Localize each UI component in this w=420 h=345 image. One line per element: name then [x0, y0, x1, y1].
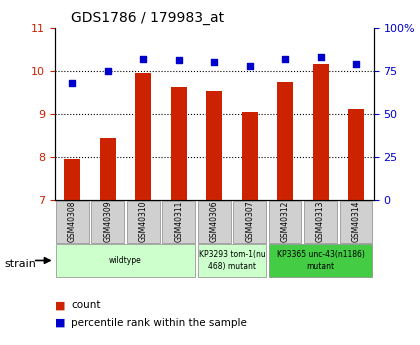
Text: strain: strain — [4, 259, 36, 269]
FancyBboxPatch shape — [56, 200, 89, 243]
FancyBboxPatch shape — [163, 200, 195, 243]
Point — [211, 59, 218, 65]
Point — [353, 61, 360, 67]
Bar — [100, 138, 116, 200]
Bar — [206, 91, 222, 200]
Text: GSM40312: GSM40312 — [281, 201, 290, 242]
Text: GSM40308: GSM40308 — [68, 201, 77, 243]
FancyBboxPatch shape — [92, 200, 124, 243]
Bar — [277, 81, 293, 200]
FancyBboxPatch shape — [234, 200, 266, 243]
Point — [317, 54, 324, 60]
Text: GDS1786 / 179983_at: GDS1786 / 179983_at — [71, 11, 224, 25]
Text: GSM40311: GSM40311 — [174, 201, 183, 242]
FancyBboxPatch shape — [269, 244, 373, 277]
Bar — [312, 64, 328, 200]
Point — [140, 56, 147, 61]
Bar — [171, 87, 187, 200]
FancyBboxPatch shape — [304, 200, 337, 243]
FancyBboxPatch shape — [340, 200, 373, 243]
Text: ■: ■ — [55, 300, 65, 310]
Point — [176, 58, 182, 63]
Text: GSM40309: GSM40309 — [103, 201, 112, 243]
Text: ■: ■ — [55, 318, 65, 327]
Bar — [348, 109, 364, 200]
Text: GSM40310: GSM40310 — [139, 201, 148, 243]
Bar — [64, 159, 80, 200]
Text: GSM40306: GSM40306 — [210, 201, 219, 243]
Bar — [241, 112, 257, 200]
Text: percentile rank within the sample: percentile rank within the sample — [71, 318, 247, 327]
FancyBboxPatch shape — [56, 244, 195, 277]
Text: GSM40314: GSM40314 — [352, 201, 360, 243]
Text: KP3365 unc-43(n1186)
mutant: KP3365 unc-43(n1186) mutant — [277, 250, 365, 270]
Bar — [135, 73, 151, 200]
Text: GSM40307: GSM40307 — [245, 201, 254, 243]
Point — [69, 80, 76, 86]
FancyBboxPatch shape — [198, 200, 231, 243]
Text: count: count — [71, 300, 101, 310]
Point — [246, 63, 253, 68]
FancyBboxPatch shape — [269, 200, 302, 243]
Text: GSM40313: GSM40313 — [316, 201, 325, 243]
Point — [105, 68, 111, 73]
Text: wildtype: wildtype — [109, 256, 142, 265]
Text: KP3293 tom-1(nu
468) mutant: KP3293 tom-1(nu 468) mutant — [199, 250, 265, 270]
FancyBboxPatch shape — [198, 244, 266, 277]
Point — [282, 56, 289, 61]
FancyBboxPatch shape — [127, 200, 160, 243]
